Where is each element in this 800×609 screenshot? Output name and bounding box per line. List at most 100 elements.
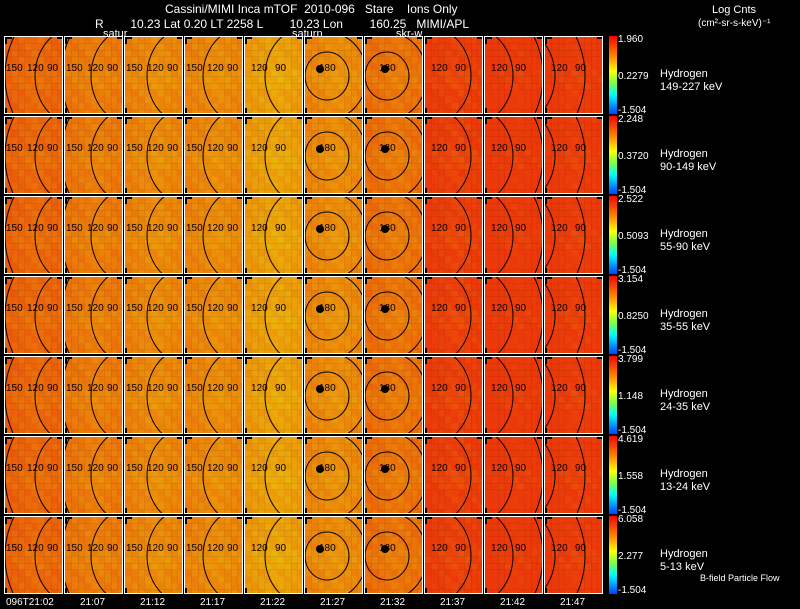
channel-energy: 24-35 keV [660,401,711,413]
cross-mark [545,108,547,113]
cross-mark [5,517,12,519]
cross-mark [357,113,363,114]
cross-mark [242,37,243,44]
cross-mark [485,197,492,199]
cross-mark [422,197,423,204]
sky-image-cell: 120 90 [484,36,543,114]
cross-mark [237,197,242,199]
cross-mark [362,37,363,44]
cross-mark [537,353,543,354]
cross-mark [422,277,423,284]
contour-label: 90 [227,223,239,234]
cross-mark [122,588,123,594]
cross-mark [305,268,307,273]
contour-line [305,131,350,181]
cross-mark [365,353,372,354]
sky-image-cell: 150 120 90 [64,436,123,514]
sky-image-cell: 150 120 90 [64,36,123,114]
cross-mark [477,113,483,114]
cross-mark [305,188,307,193]
cross-mark [297,113,303,114]
cross-mark [245,117,247,124]
cross-mark [537,193,543,194]
cross-mark [357,517,362,519]
cross-mark [365,268,367,273]
cross-mark [422,428,423,434]
sky-image-cell: 180 [304,276,363,354]
contour-label: 90 [107,223,119,234]
cross-mark [237,273,243,274]
contour-label: 90 [575,63,587,74]
cross-mark [5,348,7,353]
cross-mark [177,353,183,354]
contour-label: 150 [6,223,23,234]
cross-mark [297,37,302,39]
time-label: 21:17 [200,597,226,608]
sky-image-cell: 120 90 [544,276,603,354]
cross-mark [305,193,312,194]
cross-mark [57,357,62,359]
cross-mark [177,593,183,594]
sky-image-cell: 150 120 90 [184,356,243,434]
cross-mark [125,273,132,274]
cross-mark [245,277,247,284]
cross-mark [62,277,63,284]
cross-mark [365,117,367,124]
contour-label: 120 [147,223,164,234]
cross-mark [482,188,483,194]
contour-label: 90 [107,463,119,474]
cross-mark [425,193,432,194]
sky-image-cell: 180 [304,436,363,514]
contour-line [202,197,221,273]
contour-line [495,37,514,113]
cross-mark [365,197,367,204]
cross-mark [177,513,183,514]
contour-line [495,357,514,433]
cross-mark [62,268,63,274]
cross-mark [545,277,547,284]
cross-mark [422,508,423,514]
cross-mark [362,588,363,594]
cross-mark [305,277,307,284]
sky-image-cell: 120 90 [424,196,483,274]
cross-mark [425,348,427,353]
cross-mark [305,437,312,439]
contour-line [575,37,586,113]
cross-mark [185,188,187,193]
cross-mark [242,268,243,274]
footer-note: B-field Particle Flow [700,573,780,583]
cross-mark [597,277,602,279]
cross-mark [125,517,127,524]
contour-label: 150 [126,63,143,74]
cross-mark [477,517,482,519]
cross-mark [545,117,547,124]
contour-label: 120 [87,223,104,234]
image-grid: 150 120 90 150 120 90 150 120 90 150 120 90 120 90 180… [4,36,608,595]
cross-mark [305,197,307,204]
contour-label: 90 [167,143,179,154]
contour-line [575,517,586,593]
direction-marker [381,225,389,233]
contour-label: 120 [87,143,104,154]
colorbar-mid: 0.2279 [618,71,649,82]
cross-mark [5,588,7,593]
cross-mark [62,588,63,594]
cross-mark [365,188,367,193]
cross-mark [57,197,62,199]
cross-mark [185,197,187,204]
cross-mark [425,273,432,274]
contour-label: 90 [227,63,239,74]
contour-line [90,277,109,353]
cross-mark [62,508,63,514]
cross-mark [65,357,72,359]
cross-mark [365,437,367,444]
cross-mark [477,513,483,514]
cross-mark [602,588,603,594]
cross-mark [5,517,7,524]
cross-mark [125,348,127,353]
contour-label: 90 [275,543,287,554]
cross-mark [65,268,67,273]
contour-line [545,203,556,269]
contour-label: 90 [167,383,179,394]
cross-mark [545,37,552,39]
